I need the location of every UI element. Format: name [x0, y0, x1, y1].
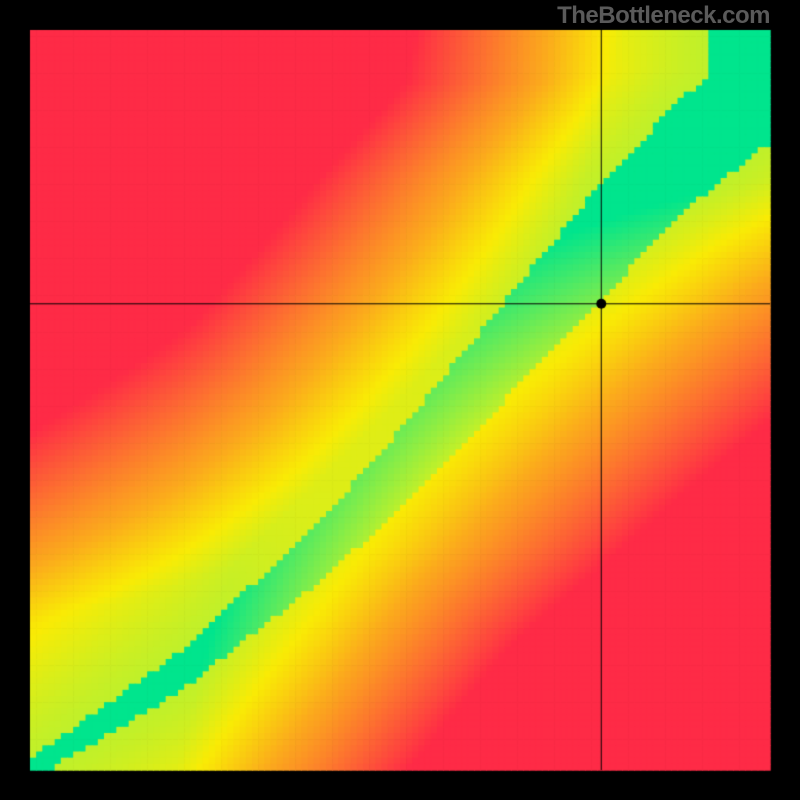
chart-container: TheBottleneck.com	[0, 0, 800, 800]
watermark-text: TheBottleneck.com	[557, 2, 770, 30]
bottleneck-heatmap	[0, 0, 800, 800]
